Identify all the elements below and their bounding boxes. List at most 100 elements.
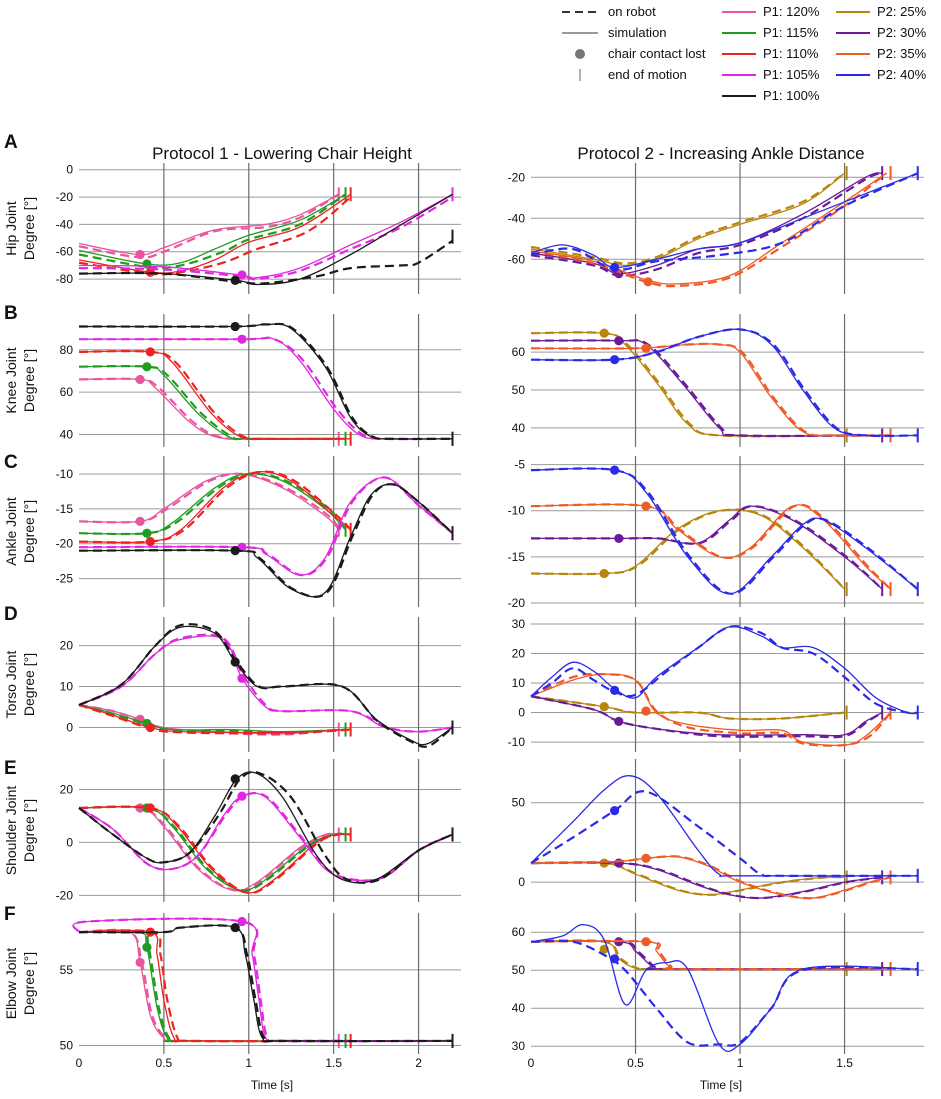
y-tick-label: 20 <box>60 639 74 653</box>
robot-line <box>78 193 347 269</box>
y-tick-label: 0 <box>66 163 73 177</box>
simulation-line <box>78 930 346 1042</box>
chair-contact-lost-marker <box>135 249 145 260</box>
robot-line <box>530 790 918 878</box>
chair-contact-lost-marker <box>237 270 247 280</box>
y-axis-label: Degree [°] <box>21 349 37 412</box>
series-p2-40 <box>530 775 919 883</box>
robot-line <box>78 470 352 544</box>
robot-line <box>530 339 883 438</box>
series-p1-115 <box>78 472 347 538</box>
legend-p1-100: P1: 100% <box>722 88 820 103</box>
simulation-line <box>78 476 453 576</box>
simulation-line <box>530 503 892 590</box>
legend-p2-35: P2: 35% <box>836 46 927 61</box>
y-tick-label: 0 <box>518 875 525 889</box>
simulation-line <box>78 378 339 440</box>
robot-line <box>78 703 346 734</box>
y-tick-label: -60 <box>56 245 74 259</box>
legend-label: P2: 35% <box>877 46 927 61</box>
simulation-line <box>530 923 918 1053</box>
simulation-line <box>531 505 883 590</box>
legend: on robot simulation chair contact lost end … <box>562 4 927 103</box>
y-tick-label: 0 <box>66 835 73 849</box>
y-axis-label: Knee Joint <box>3 347 19 413</box>
y-tick-label: -80 <box>56 272 74 286</box>
robot-line <box>530 503 892 590</box>
y-tick-label: 10 <box>512 676 526 690</box>
chair-contact-lost-marker <box>643 277 653 287</box>
series-p2-25 <box>530 328 848 443</box>
legend-label: P1: 105% <box>763 67 820 82</box>
y-tick-label: 20 <box>60 782 74 796</box>
robot-line <box>78 239 454 285</box>
simulation-line <box>530 940 891 970</box>
dot-swatch <box>575 49 585 59</box>
robot-line <box>530 172 919 271</box>
series-p2-40 <box>530 465 919 597</box>
simulation-line <box>530 172 887 285</box>
simulation-line <box>78 193 453 279</box>
chair-contact-lost-marker <box>599 702 609 712</box>
panel-f-right: 60 50 40 300 0.5 1 1.5 <box>512 913 924 1070</box>
chair-contact-lost-marker <box>614 533 624 544</box>
panel-c-right: -5 -10 -15 -20 <box>508 456 924 610</box>
series-p1-100 <box>78 922 454 1048</box>
y-tick-label: 50 <box>512 796 526 810</box>
x-tick-label: 1 <box>245 1056 252 1070</box>
chair-contact-lost-marker <box>610 465 620 475</box>
legend-label: chair contact lost <box>608 46 706 61</box>
y-axis-label: Degree [°] <box>21 799 37 862</box>
simulation-line <box>78 483 453 598</box>
series-p1-110 <box>78 347 352 446</box>
series-p1-120 <box>78 928 340 1048</box>
robot-line <box>78 770 453 884</box>
chair-contact-lost-marker <box>135 957 145 967</box>
robot-line <box>78 196 352 276</box>
simulation-line <box>78 365 346 440</box>
robot-line <box>530 328 918 438</box>
robot-line <box>78 805 339 892</box>
legend-label: P2: 30% <box>877 25 927 40</box>
y-tick-label: 60 <box>512 925 526 939</box>
robot-line <box>530 855 891 900</box>
legend-simulation: simulation <box>562 25 667 40</box>
simulation-line <box>530 939 845 970</box>
legend-p1-120: P1: 120% <box>722 4 820 19</box>
series-p2-35 <box>530 672 892 747</box>
y-tick-label: -15 <box>508 550 526 564</box>
series-p1-105 <box>78 476 454 577</box>
y-axis-label: Ankle Joint <box>3 497 19 566</box>
chair-contact-lost-marker <box>641 706 651 716</box>
y-tick-label: 55 <box>60 963 74 977</box>
robot-line <box>530 695 883 739</box>
y-tick-label: -10 <box>56 467 74 481</box>
legend-label: on robot <box>608 4 656 19</box>
simulation-line <box>78 924 453 1043</box>
series-p1-105 <box>78 187 454 281</box>
chair-contact-lost-marker <box>237 791 247 801</box>
legend-p2-40: P2: 40% <box>836 67 927 82</box>
legend-p1-110: P1: 110% <box>722 46 819 61</box>
simulation-line <box>78 929 351 1043</box>
chair-contact-lost-marker <box>230 657 240 667</box>
panel-e-right: 50 0 <box>512 759 924 902</box>
chair-contact-lost-marker <box>230 546 240 556</box>
robot-line <box>78 929 346 1043</box>
robot-line <box>530 172 883 277</box>
series-p2-30 <box>530 858 884 900</box>
simulation-line <box>530 695 845 720</box>
chair-contact-lost-marker <box>142 259 152 269</box>
y-tick-label: 60 <box>60 385 74 399</box>
chair-contact-lost-marker <box>610 685 620 696</box>
x-tick-label: 1.5 <box>325 1056 342 1070</box>
series-p2-25 <box>530 166 848 267</box>
robot-line <box>531 504 883 591</box>
series-p1-105 <box>72 916 454 1048</box>
simulation-line <box>78 929 339 1042</box>
series-p1-110 <box>78 703 352 737</box>
legend-label: P1: 110% <box>763 46 819 61</box>
chair-contact-lost-marker <box>610 262 620 273</box>
x-tick-label: 1.5 <box>836 1056 853 1070</box>
chair-contact-lost-marker <box>610 355 620 365</box>
